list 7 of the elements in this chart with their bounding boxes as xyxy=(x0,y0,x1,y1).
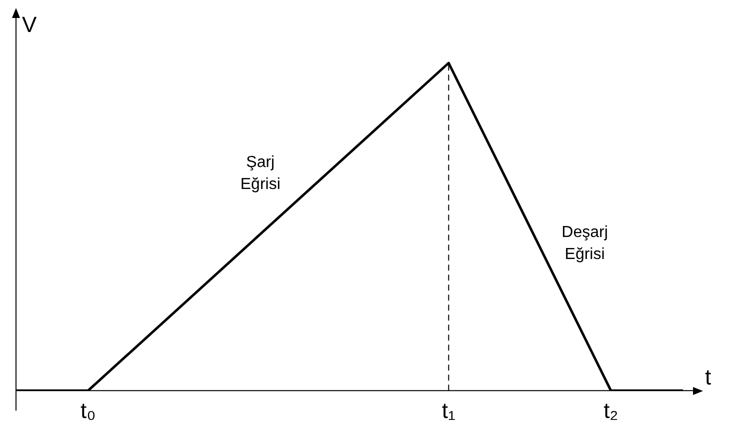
x-tick-label: t₁ xyxy=(442,398,456,423)
x-tick-label: t₂ xyxy=(604,398,618,423)
x-tick-label: t₀ xyxy=(80,398,96,423)
annotation: Şarj Eğrisi xyxy=(240,154,280,193)
y-axis-title: V xyxy=(22,12,37,37)
annotation: Deşarj Eğrisi xyxy=(562,224,608,263)
x-axis-title: t xyxy=(705,364,712,390)
